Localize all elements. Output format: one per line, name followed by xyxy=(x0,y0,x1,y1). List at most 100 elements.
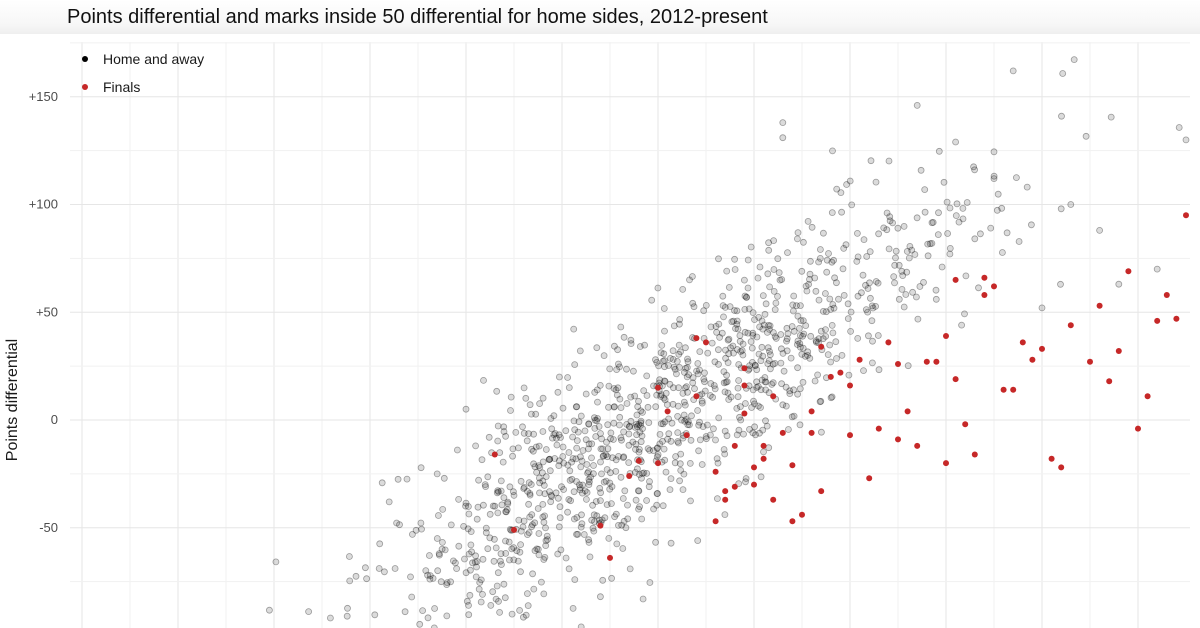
home-and-away-point xyxy=(828,258,836,266)
home-and-away-point xyxy=(815,335,823,343)
home-and-away-point xyxy=(819,335,827,343)
home-and-away-point xyxy=(895,261,903,269)
home-and-away-point xyxy=(653,453,661,461)
finals-point xyxy=(952,376,959,383)
home-and-away-point xyxy=(520,384,528,392)
home-and-away-point xyxy=(894,224,902,232)
home-and-away-point xyxy=(668,419,676,427)
home-and-away-point xyxy=(485,433,493,441)
home-and-away-point xyxy=(646,579,654,586)
home-and-away-point xyxy=(636,503,643,511)
home-and-away-point xyxy=(756,323,763,331)
home-and-away-point xyxy=(921,186,929,194)
home-and-away-point xyxy=(867,294,874,302)
home-and-away-point xyxy=(424,571,432,579)
home-and-away-point xyxy=(588,440,596,448)
home-and-away-point xyxy=(700,375,708,383)
home-and-away-point xyxy=(788,413,796,421)
home-and-away-point xyxy=(659,502,667,510)
home-and-away-point xyxy=(805,280,812,288)
home-and-away-point xyxy=(757,357,765,365)
home-and-away-point xyxy=(1057,205,1065,213)
home-and-away-point xyxy=(872,178,880,186)
home-and-away-point xyxy=(761,378,769,386)
home-and-away-point xyxy=(502,508,510,516)
home-and-away-point xyxy=(749,331,757,339)
home-and-away-point xyxy=(602,477,610,485)
home-and-away-point xyxy=(741,292,749,300)
home-and-away-point xyxy=(816,398,824,406)
home-and-away-point xyxy=(694,370,702,378)
home-and-away-point xyxy=(762,300,770,308)
home-and-away-point xyxy=(934,231,942,239)
home-and-away-point xyxy=(764,344,772,352)
y-tick-label: +50 xyxy=(36,304,58,319)
home-and-away-point xyxy=(766,322,774,330)
home-and-away-point xyxy=(667,437,675,445)
home-and-away-point xyxy=(758,343,766,351)
home-and-away-point xyxy=(645,483,653,491)
legend-item-home-and-away: Home and away xyxy=(82,45,204,73)
home-and-away-point xyxy=(603,501,611,509)
home-and-away-point xyxy=(883,209,891,217)
home-and-away-point xyxy=(554,550,562,558)
home-and-away-point xyxy=(737,416,745,424)
home-and-away-point xyxy=(745,305,753,313)
home-and-away-point xyxy=(635,505,642,513)
home-and-away-point xyxy=(743,294,750,301)
home-and-away-point xyxy=(608,574,615,582)
finals-point xyxy=(1115,348,1122,354)
finals-point xyxy=(655,460,661,467)
home-and-away-point xyxy=(720,379,728,387)
home-and-away-point xyxy=(636,343,644,350)
home-and-away-point xyxy=(680,411,688,419)
home-and-away-point xyxy=(1115,280,1123,288)
home-and-away-point xyxy=(650,505,657,513)
home-and-away-point xyxy=(600,478,608,486)
home-and-away-point xyxy=(911,251,919,258)
home-and-away-point xyxy=(783,324,791,332)
home-and-away-point xyxy=(489,588,497,596)
home-and-away-point xyxy=(754,274,762,282)
home-and-away-point xyxy=(495,598,502,605)
home-and-away-point xyxy=(543,532,551,540)
legend: Home and away Finals xyxy=(82,45,204,101)
home-and-away-point xyxy=(675,341,683,349)
home-and-away-point xyxy=(848,201,856,209)
home-and-away-point xyxy=(536,463,544,471)
home-and-away-point xyxy=(1175,124,1183,131)
home-and-away-point xyxy=(578,457,586,465)
home-and-away-point xyxy=(467,528,475,535)
home-and-away-point xyxy=(820,229,827,237)
home-and-away-point xyxy=(610,403,618,411)
home-and-away-point xyxy=(653,358,661,366)
home-and-away-point xyxy=(751,361,759,369)
home-and-away-point xyxy=(772,334,780,342)
home-and-away-point xyxy=(766,347,773,355)
home-and-away-point xyxy=(615,522,622,529)
home-and-away-point xyxy=(570,325,578,333)
home-and-away-point xyxy=(659,357,667,365)
home-and-away-point xyxy=(711,385,719,393)
home-and-away-point xyxy=(531,547,539,554)
home-and-away-point xyxy=(443,579,451,586)
finals-point xyxy=(731,442,738,449)
home-and-away-point xyxy=(721,427,729,435)
home-and-away-point xyxy=(734,393,742,401)
home-and-away-point xyxy=(462,502,470,510)
home-and-away-point xyxy=(790,292,798,300)
finals-point xyxy=(664,408,671,415)
home-and-away-point xyxy=(946,244,954,252)
home-and-away-point xyxy=(557,434,564,441)
home-and-away-point xyxy=(689,273,696,280)
home-and-away-point xyxy=(616,421,623,429)
home-and-away-point xyxy=(903,268,911,276)
home-and-away-point xyxy=(681,417,689,425)
finals-point xyxy=(789,462,796,469)
home-and-away-point xyxy=(804,351,811,359)
finals-point xyxy=(607,554,613,561)
home-and-away-point xyxy=(639,470,646,477)
home-and-away-point xyxy=(569,455,577,462)
home-and-away-point xyxy=(787,354,795,362)
